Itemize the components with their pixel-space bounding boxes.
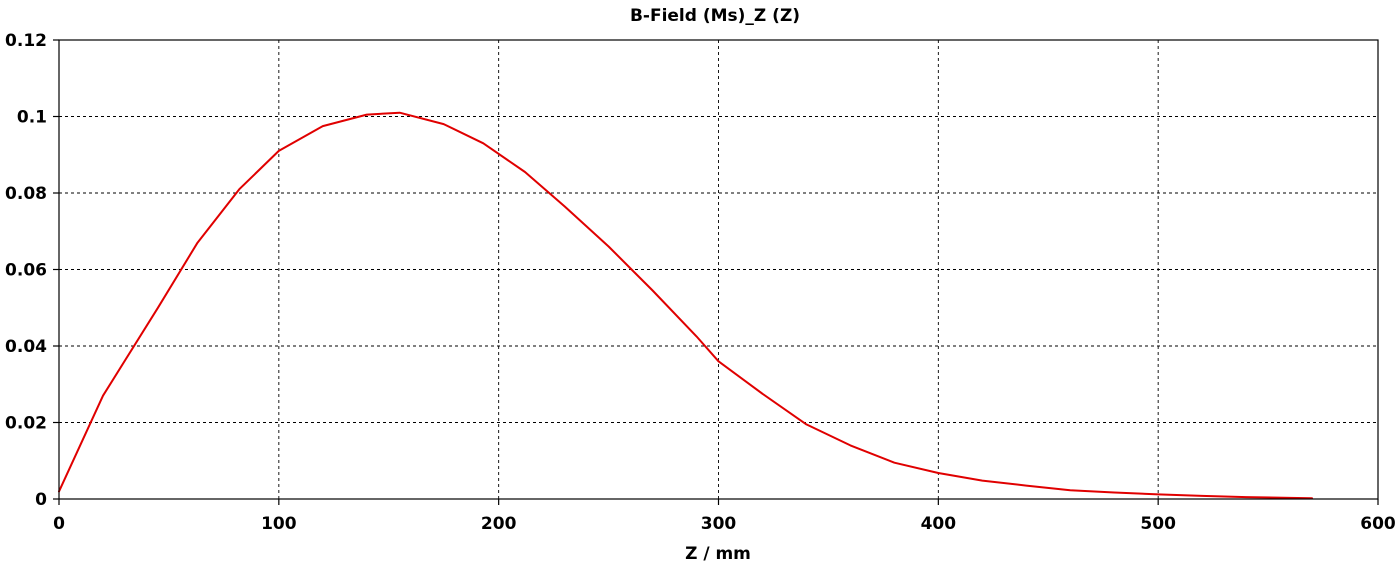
y-tick-label: 0.12 — [5, 31, 47, 51]
x-tick-label: 200 — [481, 514, 517, 534]
x-tick-label: 600 — [1360, 514, 1396, 534]
y-tick-label: 0.02 — [5, 414, 47, 434]
x-tick-label: 400 — [921, 514, 957, 534]
x-tick-labels: 0 100 200 300 400 500 600 — [53, 514, 1396, 534]
tick-marks — [53, 39, 1379, 505]
x-tick-label: 300 — [701, 514, 737, 534]
chart-title: B-Field (Ms)_Z (Z) — [630, 6, 800, 26]
x-axis-label: Z / mm — [685, 544, 751, 564]
y-tick-label: 0.04 — [5, 337, 47, 357]
x-tick-label: 0 — [53, 514, 65, 534]
plot-series — [58, 111, 1313, 500]
series-line-0 — [58, 111, 1313, 500]
y-tick-label: 0.08 — [5, 184, 47, 204]
plot-frame — [58, 39, 1379, 500]
y-tick-labels: 0 0.02 0.04 0.06 0.08 0.1 0.12 — [5, 31, 47, 510]
x-tick-label: 500 — [1140, 514, 1176, 534]
y-tick-label: 0.06 — [5, 261, 47, 281]
x-tick-label: 100 — [261, 514, 297, 534]
y-tick-label: 0.1 — [17, 108, 47, 128]
gridlines — [59, 40, 1378, 499]
y-tick-label: 0 — [35, 490, 47, 510]
